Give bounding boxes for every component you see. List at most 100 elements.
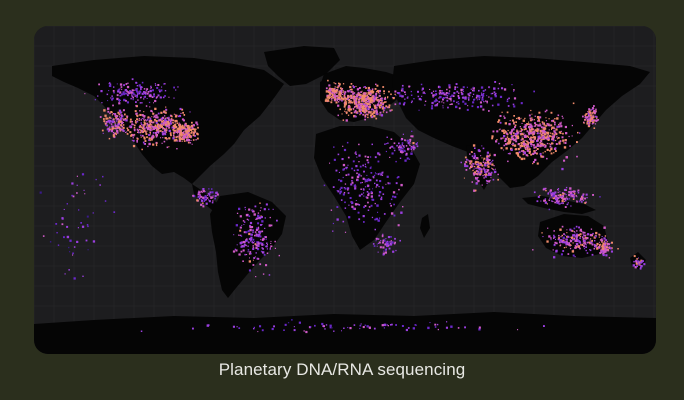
sequencing-point bbox=[244, 206, 246, 208]
sequencing-point bbox=[450, 100, 452, 102]
sequencing-point bbox=[558, 203, 560, 205]
sequencing-point bbox=[98, 83, 100, 86]
sequencing-point bbox=[550, 111, 553, 114]
sequencing-point bbox=[136, 90, 138, 93]
sequencing-point bbox=[368, 93, 371, 96]
sequencing-point bbox=[457, 95, 460, 97]
sequencing-point bbox=[165, 131, 167, 133]
sequencing-point bbox=[156, 96, 158, 98]
sequencing-point bbox=[500, 137, 503, 140]
sequencing-point bbox=[488, 180, 491, 183]
sequencing-point bbox=[634, 266, 637, 269]
sequencing-point bbox=[352, 91, 354, 93]
sequencing-point bbox=[558, 236, 560, 239]
sequencing-point bbox=[409, 144, 411, 147]
sequencing-point bbox=[520, 117, 522, 119]
sequencing-point bbox=[358, 194, 361, 197]
sequencing-point bbox=[363, 94, 366, 97]
sequencing-point bbox=[354, 115, 357, 118]
sequencing-point bbox=[122, 130, 124, 132]
sequencing-point bbox=[387, 236, 390, 239]
sequencing-point bbox=[351, 201, 353, 203]
sequencing-point bbox=[69, 251, 71, 253]
sequencing-point bbox=[134, 124, 136, 127]
sequencing-point bbox=[473, 89, 475, 92]
sequencing-point bbox=[481, 157, 483, 159]
sequencing-point bbox=[82, 275, 84, 277]
sequencing-point bbox=[551, 126, 554, 129]
sequencing-point bbox=[494, 95, 497, 98]
sequencing-point bbox=[475, 160, 478, 164]
sequencing-point bbox=[543, 199, 546, 202]
sequencing-point bbox=[364, 114, 366, 117]
sequencing-point bbox=[611, 241, 613, 244]
sequencing-point bbox=[140, 129, 142, 131]
sequencing-point bbox=[333, 158, 336, 161]
sequencing-point bbox=[604, 235, 607, 237]
sequencing-point bbox=[192, 124, 195, 126]
sequencing-point bbox=[143, 123, 146, 126]
sequencing-point bbox=[117, 90, 119, 93]
sequencing-point bbox=[368, 206, 371, 208]
sequencing-point bbox=[641, 262, 643, 264]
sequencing-point bbox=[387, 96, 389, 98]
sequencing-point bbox=[242, 249, 245, 252]
sequencing-point bbox=[378, 242, 380, 244]
sequencing-point bbox=[356, 112, 359, 114]
sequencing-point bbox=[523, 140, 525, 142]
sequencing-point bbox=[584, 242, 587, 245]
sequencing-point bbox=[194, 134, 196, 137]
sequencing-point bbox=[143, 98, 145, 100]
sequencing-point bbox=[561, 197, 564, 200]
sequencing-point bbox=[115, 127, 118, 130]
sequencing-point bbox=[381, 234, 384, 237]
sequencing-point bbox=[185, 127, 187, 129]
sequencing-point bbox=[543, 128, 546, 131]
sequencing-point bbox=[76, 240, 79, 243]
sequencing-point bbox=[374, 218, 376, 221]
sequencing-point bbox=[464, 156, 467, 159]
sequencing-point bbox=[134, 121, 137, 123]
sequencing-point bbox=[637, 263, 640, 265]
sequencing-point bbox=[573, 231, 576, 233]
sequencing-point bbox=[548, 143, 550, 145]
sequencing-point bbox=[158, 89, 160, 91]
sequencing-point bbox=[536, 148, 539, 150]
sequencing-point bbox=[114, 132, 117, 135]
sequencing-point bbox=[160, 137, 162, 139]
sequencing-point bbox=[382, 106, 384, 108]
sequencing-point bbox=[593, 119, 596, 122]
sequencing-point bbox=[71, 182, 74, 185]
sequencing-point bbox=[343, 168, 345, 170]
sequencing-point bbox=[385, 238, 387, 240]
sequencing-point bbox=[372, 243, 375, 245]
sequencing-point bbox=[559, 194, 562, 196]
sequencing-point bbox=[559, 191, 561, 193]
sequencing-point bbox=[563, 146, 567, 149]
sequencing-point bbox=[336, 218, 339, 221]
sequencing-point bbox=[445, 326, 448, 329]
sequencing-point bbox=[471, 155, 474, 157]
sequencing-point bbox=[369, 94, 372, 96]
sequencing-point bbox=[257, 222, 260, 225]
sequencing-point bbox=[377, 160, 380, 163]
sequencing-point bbox=[151, 135, 154, 138]
sequencing-point bbox=[510, 148, 513, 151]
sequencing-point bbox=[504, 122, 507, 125]
sequencing-point bbox=[576, 200, 578, 202]
sequencing-point bbox=[192, 327, 194, 330]
sequencing-point bbox=[164, 95, 166, 97]
sequencing-point bbox=[179, 128, 182, 132]
sequencing-point bbox=[523, 157, 526, 160]
sequencing-point bbox=[541, 139, 543, 141]
sequencing-point bbox=[454, 88, 456, 90]
sequencing-point bbox=[258, 226, 260, 228]
sequencing-point bbox=[338, 179, 340, 181]
sequencing-point bbox=[377, 96, 379, 98]
sequencing-point bbox=[338, 91, 341, 94]
sequencing-point bbox=[458, 107, 461, 110]
sequencing-point bbox=[376, 91, 378, 93]
sequencing-point bbox=[542, 236, 544, 238]
sequencing-point bbox=[136, 137, 139, 140]
sequencing-point bbox=[175, 129, 177, 131]
